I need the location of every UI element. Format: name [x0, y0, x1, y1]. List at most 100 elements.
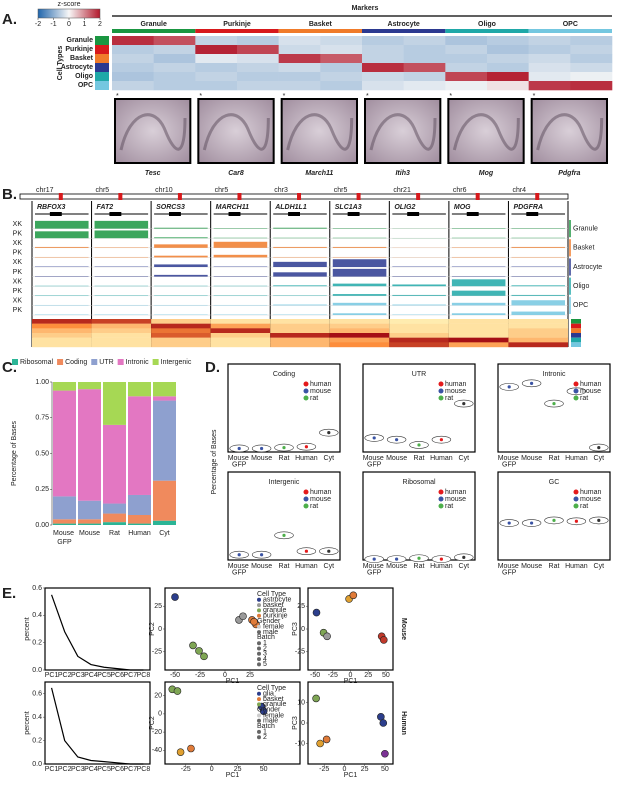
plot-frame — [227, 363, 341, 453]
heatmap-cell — [508, 333, 568, 338]
gene-exon — [526, 212, 539, 216]
bar-segment — [103, 513, 126, 523]
y-tick-label: 0 — [301, 626, 305, 633]
heatmap-cell — [528, 72, 571, 82]
heatmap-cell — [445, 72, 488, 82]
bar-segment — [53, 496, 76, 520]
chromosome-band — [535, 193, 540, 200]
legend-label: Intronic — [126, 359, 149, 366]
plot-frame — [227, 471, 341, 561]
x-tick-label: PC4 — [84, 672, 98, 679]
y-axis-label: PC3 — [292, 622, 299, 636]
marker-group-bar — [195, 29, 279, 33]
legend-title: Batch — [257, 634, 275, 641]
heatmap-cell — [487, 54, 529, 64]
legend-label: female — [263, 712, 284, 719]
x-tick-label: Cyt — [324, 563, 335, 570]
x-tick-label: PC2 — [58, 672, 72, 679]
coverage — [451, 279, 506, 287]
heatmap-cell — [210, 342, 271, 348]
gene-exon — [109, 212, 122, 216]
x-tick-label: Cyt — [459, 563, 470, 570]
x-tick-label: Mouse — [521, 455, 542, 462]
track-gene-label: SLC1A3 — [335, 204, 362, 211]
heatmap-cell — [329, 333, 390, 338]
heatmap-row-color — [571, 333, 581, 338]
marker-group-label: Purkinje — [223, 21, 251, 28]
heatmap-cell — [403, 45, 446, 55]
heatmap-cell — [320, 45, 363, 55]
coverage — [332, 313, 387, 315]
legend-swatch — [12, 359, 18, 365]
chart-title: UTR — [412, 371, 426, 378]
heatmap-cell — [528, 45, 571, 55]
heatmap-cell — [570, 45, 613, 55]
heatmap-cell — [32, 319, 92, 324]
marker-star: * — [283, 93, 286, 100]
x-tick-label: 0 — [223, 672, 227, 679]
y-tick-label: 0.4 — [32, 714, 42, 721]
x-tick-label: -25 — [328, 672, 338, 679]
row-color — [95, 54, 109, 63]
legend-label: mouse — [580, 388, 601, 395]
row-label: Granule — [67, 37, 94, 44]
legend-dot — [438, 489, 444, 495]
x-tick-label: -50 — [310, 672, 320, 679]
y-tick-label: -40 — [152, 747, 162, 754]
heatmap-cell — [528, 36, 571, 46]
y-tick-label: 1.00 — [35, 379, 49, 386]
marker-star: * — [533, 93, 536, 100]
legend-dot — [257, 713, 261, 718]
chart-title: Intronic — [543, 371, 566, 378]
legend-label: human — [580, 381, 602, 388]
heatmap-row-color — [571, 328, 581, 333]
chromosome-label: chr6 — [453, 187, 467, 194]
row-label: OPC — [78, 82, 93, 89]
chromosome-band — [118, 193, 123, 200]
heatmap-cell — [508, 323, 568, 329]
heatmap-cell — [570, 81, 613, 91]
x-tick-label-line: Mouse — [498, 455, 521, 462]
legend-label: human — [445, 489, 467, 496]
coverage — [273, 285, 327, 287]
gene-label: Pdgfra — [558, 170, 580, 177]
legend-title: Cell Type — [257, 591, 286, 598]
y-axis-label: PC3 — [292, 716, 299, 730]
colorbar-tick-label: 2 — [98, 21, 102, 28]
heatmap-cell — [112, 63, 154, 73]
row-label: Oligo — [75, 73, 93, 80]
coverage — [273, 227, 327, 229]
scatter-point — [187, 744, 195, 753]
track-label: XK — [13, 221, 23, 228]
marker-group-label: Astrocyte — [388, 21, 420, 28]
bar-segment — [128, 396, 151, 495]
bar-segment — [153, 480, 176, 521]
y-tick-label: 25 — [297, 603, 305, 610]
bar-segment — [103, 503, 126, 514]
x-tick-label: -25 — [195, 672, 205, 679]
scatter-point — [176, 748, 185, 756]
x-tick-label: PC6 — [110, 672, 124, 679]
heatmap-row-color — [571, 337, 581, 343]
bar-segment — [128, 523, 151, 525]
legend-dot — [573, 489, 579, 495]
gene-label: Itih3 — [395, 170, 409, 177]
violin-point — [395, 438, 399, 442]
heatmap-cell — [195, 54, 238, 64]
x-tick-label: PC1 — [45, 766, 59, 773]
y-tick-label: 0.50 — [35, 450, 49, 457]
plot-frame — [44, 681, 151, 765]
coverage — [273, 272, 327, 277]
legend-dot — [257, 697, 261, 702]
bar-segment — [53, 382, 76, 391]
x-tick-label: Human — [295, 563, 318, 570]
bar-segment — [78, 519, 101, 524]
y-tick-label: 0.2 — [32, 640, 42, 647]
legend-dot — [257, 729, 261, 734]
bar-segment — [103, 522, 126, 525]
track-celltype-label: Astrocyte — [573, 264, 602, 271]
x-tick-label-line: Mouse — [228, 455, 251, 462]
legend-dot — [438, 381, 444, 387]
x-tick-label: PC4 — [84, 766, 98, 773]
